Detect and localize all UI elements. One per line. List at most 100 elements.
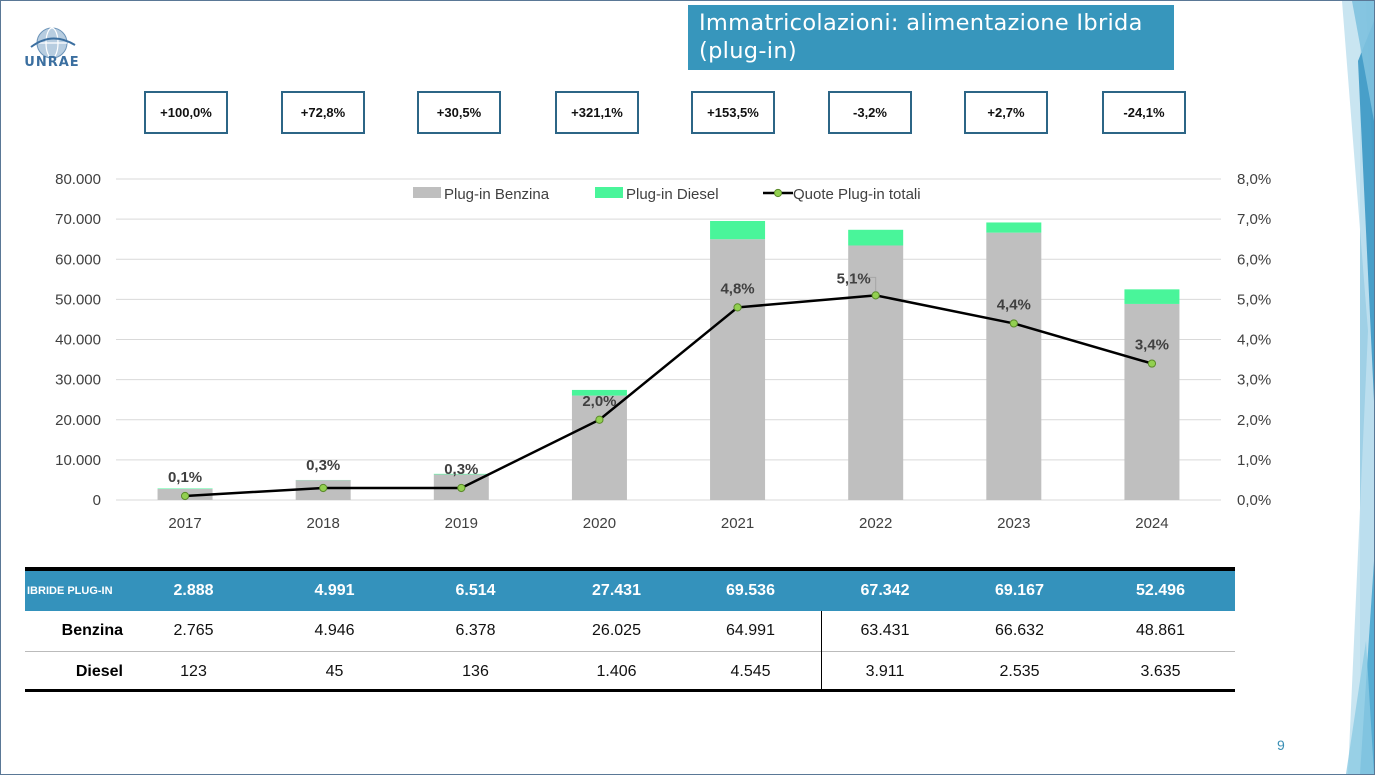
table-cell: 3.635 [1140,663,1181,680]
data-label: 0,3% [306,457,340,474]
x-tick-label: 2024 [1135,515,1168,532]
y2-tick-label: 5,0% [1237,291,1271,308]
data-label: 0,3% [444,461,478,478]
slide-title: Immatricolazioni: alimentazione Ibrida (… [699,10,1143,64]
table-bottom-rule [25,689,1235,692]
total-cell: 27.431 [592,582,641,599]
y2-tick-label: 6,0% [1237,251,1271,268]
percent-change-box: -3,2% [828,91,912,134]
bar-benzina [710,239,766,500]
y-tick-label: 60.000 [55,251,101,268]
total-cell: 67.342 [860,582,910,599]
y-tick-label: 80.000 [55,171,101,188]
x-tick-label: 2021 [721,515,754,532]
logo-text: UNRAE [24,55,80,70]
y-tick-label: 70.000 [55,211,101,228]
y-tick-label: 20.000 [55,412,101,429]
table-cell: 136 [462,663,489,680]
percent-change-box: +30,5% [417,91,501,134]
y-tick-label: 50.000 [55,291,101,308]
y-tick-label: 40.000 [55,332,101,349]
bar-diesel [433,473,489,475]
bar-diesel [986,222,1042,233]
line-quote-plugin [184,294,1153,498]
line-marker [180,491,190,501]
x-tick-label: 2023 [997,515,1030,532]
percent-change-box: -24,1% [1102,91,1186,134]
total-cell: 69.536 [726,582,775,599]
legend-label: Quote Plug-in totali [793,186,921,203]
y-tick-label: 10.000 [55,452,101,469]
page-number: 9 [1277,737,1285,753]
x-tick-label: 2017 [168,515,201,532]
table-column-divider [821,611,822,689]
line-marker [1147,359,1157,368]
percent-change-box: +321,1% [555,91,639,134]
decorative-side-stripes [1342,1,1374,774]
bar-diesel [571,389,627,396]
total-cell: 6.514 [455,582,496,599]
data-label: 0,1% [168,469,202,486]
table-row-benzina: Benzina 2.765 4.946 6.378 26.025 64.991 … [25,611,1235,651]
data-label: 2,0% [582,393,616,410]
bar-diesel [1124,289,1180,304]
y2-tick-label: 1,0% [1237,452,1271,469]
logo-emblem-icon [30,27,76,59]
x-tick-label: 2018 [307,515,340,532]
x-tick-label: 2020 [583,515,616,532]
x-tick-label: 2022 [859,515,892,532]
unrae-logo: UNRAE [23,25,81,73]
table-cell: 26.025 [592,622,641,639]
legend-label: Plug-in Benzina [444,186,550,203]
x-tick-label: 2019 [445,515,478,532]
registrations-chart: 0 10.000 20.000 30.000 40.000 50.000 60.000 70.… [55,171,1271,532]
table-cell: 4.946 [314,622,355,639]
total-cell: 2.888 [173,582,214,599]
line-marker [319,483,328,493]
table-cell: 63.431 [860,622,910,639]
table-cell: 66.632 [995,622,1044,639]
legend-marker [773,188,783,198]
label-leader-line [867,276,877,292]
y2-tick-label: 8,0% [1237,171,1271,188]
bar-benzina [571,395,627,500]
line-marker [1009,319,1018,328]
data-label: 4,4% [997,296,1031,313]
bar-benzina [1124,303,1180,500]
line-marker [733,303,742,312]
percent-change-box: +153,5% [691,91,775,134]
table-cell: 1.406 [596,663,637,680]
bar-diesel [848,229,904,246]
y2-tick-label: 2,0% [1237,412,1271,429]
percent-change-box: +100,0% [144,91,228,134]
y2-tick-label: 3,0% [1237,372,1271,389]
table-row-diesel: Diesel 123 45 136 1.406 4.545 3.911 2.53… [25,652,1235,692]
table-cell: 3.911 [865,663,905,680]
table-cell: 123 [180,663,207,680]
line-marker [457,483,466,493]
total-cell: 52.496 [1136,582,1185,599]
y2-tick-label: 7,0% [1237,211,1271,228]
table-header-row: IBRIDE PLUG-IN 2.888 4.991 6.514 27.431 … [25,571,1235,611]
row-label: Diesel [75,663,123,680]
table-cell: 4.545 [730,663,771,680]
data-label: 5,1% [837,270,871,287]
y-tick-label: 30.000 [55,372,101,389]
table-cell: 64.991 [726,622,775,639]
legend-swatch [413,187,441,198]
table-cell: 2.765 [173,622,214,639]
y-tick-label: 0 [93,492,101,509]
percent-change-box: +72,8% [281,91,365,134]
data-label: 4,8% [720,280,754,297]
y2-tick-label: 0,0% [1237,492,1271,509]
data-label: 3,4% [1135,337,1169,354]
row-label: Benzina [61,622,123,639]
legend-label: Plug-in Diesel [626,186,719,203]
title-banner: Immatricolazioni: alimentazione Ibrida (… [688,5,1174,70]
legend-swatch [595,187,623,198]
percent-change-box: +2,7% [964,91,1048,134]
line-marker [595,415,604,424]
total-cell: 69.167 [995,582,1044,599]
total-cell: 4.991 [314,582,355,599]
